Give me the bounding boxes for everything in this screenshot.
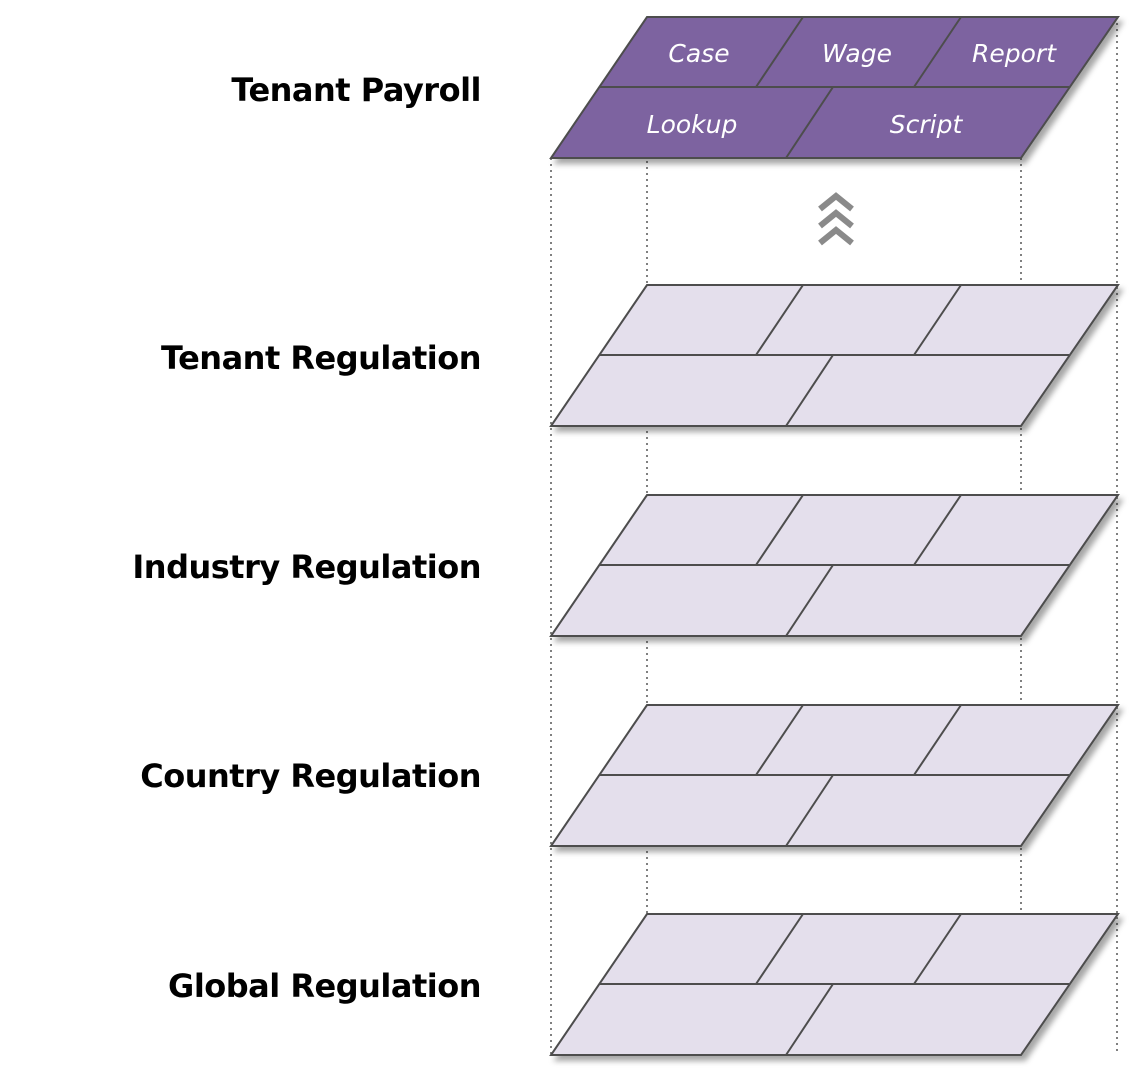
cell-divider bbox=[913, 913, 962, 985]
cell-divider bbox=[785, 774, 834, 847]
chevrons-up-icon bbox=[818, 192, 854, 246]
cell-case: Case bbox=[668, 39, 729, 68]
layer-label-industry-regulation: Industry Regulation bbox=[132, 548, 481, 586]
cell-divider bbox=[913, 16, 962, 88]
cell-report: Report bbox=[972, 39, 1057, 68]
cell-divider bbox=[755, 494, 804, 566]
cell-divider bbox=[913, 284, 962, 356]
chevron-up-icon bbox=[818, 209, 854, 229]
cell-wage: Wage bbox=[822, 39, 892, 68]
cell-divider bbox=[785, 983, 834, 1056]
layer-label-tenant-regulation: Tenant Regulation bbox=[161, 339, 482, 377]
layer-label-global-regulation: Global Regulation bbox=[168, 967, 481, 1005]
cell-divider bbox=[913, 704, 962, 776]
layer-label-country-regulation: Country Regulation bbox=[140, 757, 481, 795]
layer-planes: Case Wage Report Lookup Script bbox=[549, 16, 1120, 1056]
plane-tenant-payroll: Case Wage Report Lookup Script bbox=[549, 16, 1120, 159]
cell-divider bbox=[785, 354, 834, 427]
cell-divider bbox=[755, 16, 804, 88]
cell-lookup: Lookup bbox=[647, 110, 738, 139]
cell-divider bbox=[755, 284, 804, 356]
plane-industry-regulation bbox=[549, 494, 1120, 637]
cell-divider bbox=[785, 86, 834, 159]
plane-country-regulation bbox=[549, 704, 1120, 847]
plane-global-regulation bbox=[549, 913, 1120, 1056]
chevron-up-icon bbox=[818, 226, 854, 246]
cell-divider bbox=[755, 913, 804, 985]
cell-divider bbox=[913, 494, 962, 566]
cell-divider bbox=[755, 704, 804, 776]
plane-tenant-regulation bbox=[549, 284, 1120, 427]
cell-divider bbox=[785, 564, 834, 637]
cell-script: Script bbox=[890, 110, 964, 139]
layer-label-tenant-payroll: Tenant Payroll bbox=[231, 71, 481, 109]
chevron-up-icon bbox=[818, 192, 854, 212]
vertical-guide-lines bbox=[550, 17, 1118, 1055]
